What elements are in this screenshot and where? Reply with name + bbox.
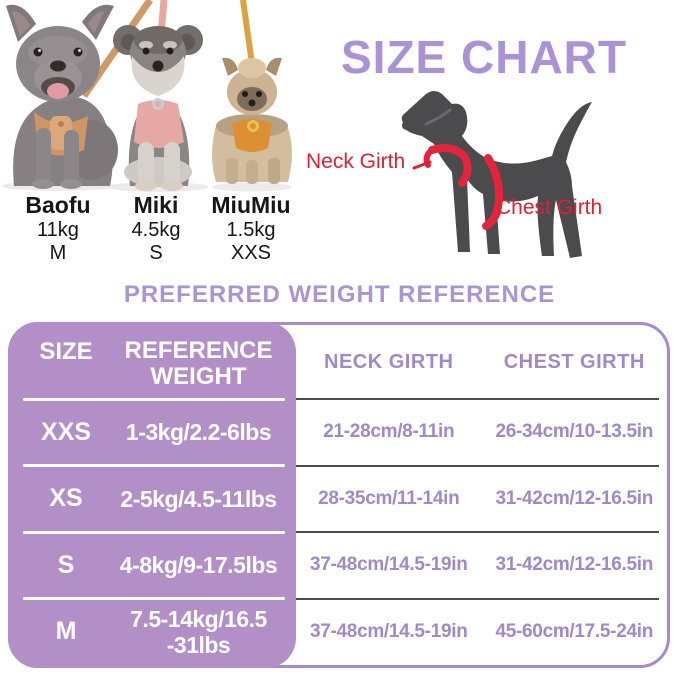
col-header-size: SIZE [39,338,93,365]
dog-name: MiuMiu [211,192,291,218]
weight-value: 4-8kg/9-17.5lbs [119,552,278,579]
table-row-label: M 7.5-14kg/16.5 -31lbs [11,599,296,666]
row-divider [23,597,285,600]
size-value: S [57,550,75,579]
dog-weight: 1.5kg [226,219,276,241]
neck-label-pointer [412,160,432,170]
chest-girth-band [482,154,504,230]
chest-girth-value: 45-60cm/17.5-24in [495,620,654,642]
table-row-label: S 4-8kg/9-17.5lbs [11,532,296,599]
row-divider [296,464,659,467]
row-divider [296,398,659,400]
row-divider [23,464,285,467]
size-value: M [55,617,77,646]
three-dogs-photo [2,0,292,192]
chest-girth-value: 31-42cm/12-16.5in [495,487,654,509]
weight-value: 7.5-14kg/16.5 -31lbs [130,605,267,658]
table-grid: SIZE REFERENCE WEIGHT NECK GIRTH CHEST G… [11,325,667,665]
row-divider [23,397,285,401]
col-header-neck: NECK GIRTH [324,350,454,373]
dog-size: M [49,242,67,264]
chest-girth-label: Chest Girth [496,196,603,219]
table-row-label: XXS 1-3kg/2.2-6lbs [11,399,296,466]
dog-weight: 11kg [37,219,79,241]
model-label-baofu: Baofu 11kg M [8,192,108,265]
table-left-purple-block [8,322,296,668]
yorkie-illustration [212,57,292,184]
dog-name: Baofu [25,192,91,218]
weight-value: 1-3kg/2.2-6lbs [125,419,272,446]
section-heading: PREFERRED WEIGHT REFERENCE [123,281,556,308]
neck-girth-value: 21-28cm/8-11in [323,421,455,443]
model-label-miumiu: MiuMiu 1.5kg XXS [200,192,302,265]
shadow [212,182,292,192]
weight-value: 2-5kg/4.5-11lbs [120,485,277,512]
neck-girth-value: 37-48cm/14.5-19in [309,554,468,576]
dog-size: S [149,242,163,264]
neck-girth-label: Neck Girth [306,150,406,173]
row-divider [296,531,659,533]
neck-girth-value: 28-35cm/11-14in [318,487,460,509]
table-row-label: XS 2-5kg/4.5-11lbs [11,466,296,533]
row-divider [23,530,285,534]
dog-measurement-diagram [401,91,592,258]
size-reference-table: SIZE REFERENCE WEIGHT NECK GIRTH CHEST G… [8,322,670,668]
page-title: SIZE CHART [341,31,627,83]
dog-weight: 4.5kg [131,219,181,241]
size-value: XS [49,484,83,513]
row-divider [296,597,659,600]
table-header-left: SIZE REFERENCE WEIGHT [11,325,296,399]
neck-girth-value: 37-48cm/14.5-19in [309,620,468,642]
size-value: XXS [40,417,92,446]
dog-size: XXS [230,242,272,264]
col-header-weight: REFERENCE WEIGHT [124,337,273,390]
chest-girth-value: 26-34cm/10-13.5in [495,421,654,443]
neck-girth-band [428,144,472,187]
girth-band-markers [412,144,504,230]
schnauzer-illustration [113,25,203,191]
chest-girth-value: 31-42cm/12-16.5in [495,554,654,576]
dog-name: Miki [133,192,179,218]
bulldog-illustration [6,4,118,189]
model-label-miki: Miki 4.5kg S [106,192,206,265]
col-header-chest: CHEST GIRTH [503,350,645,373]
